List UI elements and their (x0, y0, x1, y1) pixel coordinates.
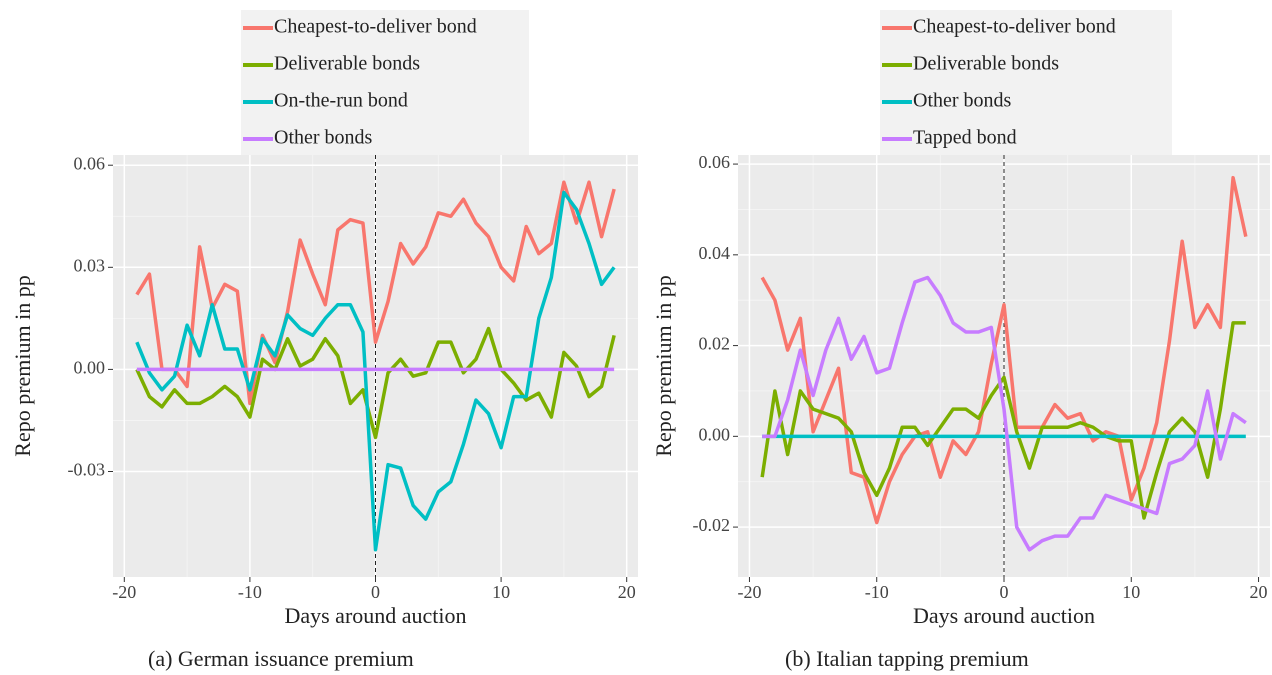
series-line (135, 326, 616, 440)
x-tick-label: 0 (371, 582, 380, 602)
y-tick-label: 0.00 (74, 358, 106, 378)
series-line (760, 175, 1248, 525)
caption: (b) Italian tapping premium (785, 646, 1029, 671)
x-tick-label: 20 (618, 582, 636, 602)
x-tick-label: 20 (1250, 582, 1268, 602)
series-line (135, 180, 616, 406)
y-tick-label: 0.02 (699, 334, 731, 354)
legend-label: Deliverable bonds (913, 53, 1059, 75)
y-tick-label: 0.06 (74, 153, 106, 173)
legend-box (241, 10, 529, 155)
y-axis-title: Repo premium in pp (651, 275, 676, 456)
legend-label: Deliverable bonds (274, 53, 420, 75)
legend-label: On-the-run bond (274, 90, 408, 112)
x-tick-label: -20 (112, 582, 136, 602)
y-tick-label: 0.06 (699, 152, 731, 172)
y-tick-label: -0.02 (693, 515, 731, 535)
x-tick-label: -10 (238, 582, 262, 602)
y-tick-label: 0.04 (699, 243, 731, 263)
legend-box (880, 10, 1172, 155)
x-tick-label: 10 (492, 582, 510, 602)
series-line (760, 321, 1246, 520)
x-axis-title: Days around auction (913, 603, 1095, 628)
legend-label: Cheapest-to-deliver bond (274, 16, 477, 38)
legend-label: Other bonds (913, 90, 1012, 112)
legend-label: Cheapest-to-deliver bond (913, 16, 1116, 38)
legend-label: Other bonds (274, 127, 373, 149)
y-tick-label: -0.03 (68, 460, 106, 480)
y-tick-label: 0.03 (74, 255, 106, 275)
x-tick-label: 0 (1000, 582, 1009, 602)
y-axis-title: Repo premium in pp (10, 275, 35, 456)
series-line (762, 275, 1247, 552)
x-tick-label: -20 (737, 582, 761, 602)
x-tick-label: 10 (1122, 582, 1140, 602)
series-line (135, 190, 616, 552)
caption: (a) German issuance premium (148, 646, 414, 671)
x-tick-label: -10 (865, 582, 889, 602)
y-tick-label: 0.00 (699, 424, 731, 444)
legend-label: Tapped bond (913, 127, 1017, 149)
x-axis-title: Days around auction (284, 603, 466, 628)
